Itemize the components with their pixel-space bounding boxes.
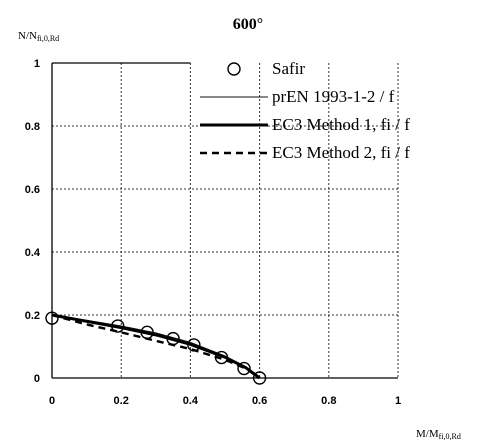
x-tick-label: 1 xyxy=(395,395,401,407)
x-tick-label: 0.8 xyxy=(321,395,336,407)
x-tick-labels: 0 0.2 0.4 0.6 0.8 1 xyxy=(49,395,401,407)
y-tick-label: 0 xyxy=(34,373,40,385)
y-tick-label: 1 xyxy=(34,58,40,70)
series-line-thin xyxy=(51,314,260,379)
y-tick-label: 0.8 xyxy=(25,121,40,133)
plot-area xyxy=(45,311,267,385)
safir-marker xyxy=(237,361,251,376)
y-tick-label: 0.2 xyxy=(25,310,40,322)
x-tick-label: 0.4 xyxy=(183,395,199,407)
series-line-dashed xyxy=(51,313,261,379)
legend: Safir prEN 1993-1-2 / f EC3 Method 1, fi /… xyxy=(200,59,410,162)
legend-label: prEN 1993-1-2 / f xyxy=(272,87,395,106)
safir-marker xyxy=(252,371,267,385)
legend-label: EC3 Method 2, fi / f xyxy=(272,143,410,162)
legend-label: EC3 Method 1, fi / f xyxy=(272,115,410,134)
x-tick-label: 0.6 xyxy=(252,395,267,407)
y-axis-label: N/Nfi,0,Rd xyxy=(18,30,59,43)
chart-title: 600° xyxy=(233,16,263,33)
y-tick-labels: 0 0.2 0.4 0.6 0.8 1 xyxy=(25,58,41,385)
y-tick-label: 0.4 xyxy=(25,247,41,259)
safir-marker xyxy=(45,311,59,325)
legend-symbol-markers xyxy=(227,62,241,76)
x-tick-label: 0.2 xyxy=(114,395,129,407)
legend-label: Safir xyxy=(272,59,305,78)
grid xyxy=(52,63,398,378)
y-tick-label: 0.6 xyxy=(25,184,40,196)
axes xyxy=(51,62,399,379)
x-axis-label: M/Mfi,0,Rd xyxy=(416,428,461,441)
x-tick-label: 0 xyxy=(49,395,55,407)
series-line-thick xyxy=(51,313,261,380)
